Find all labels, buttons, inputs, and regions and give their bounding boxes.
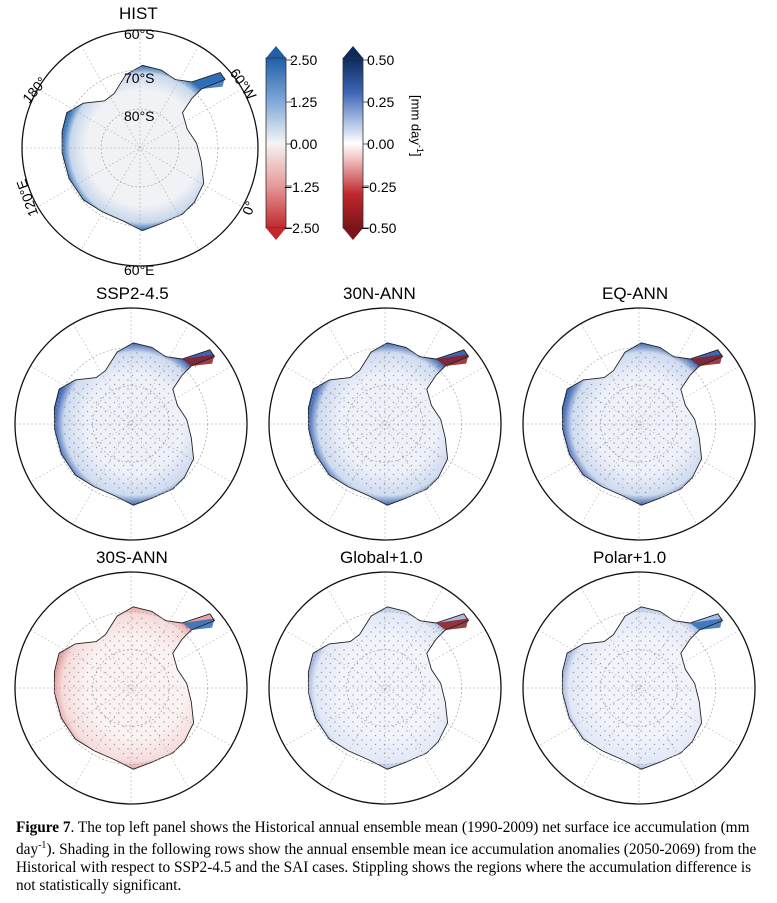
polar-map-panels	[14, 29, 756, 805]
map-glob-boundary	[268, 571, 502, 805]
colorbar-units: [mm day-1]	[408, 95, 425, 157]
right-colorbar-top-arrow	[343, 46, 363, 58]
map-s30-meridian-5	[30, 629, 232, 747]
left-cbar-tick-3: −1.25	[284, 179, 320, 195]
right-cbar-tick-3: −0.25	[361, 179, 397, 195]
map-s30-peninsula	[182, 618, 215, 630]
hist-label-60e: 60°E	[124, 262, 155, 278]
left-colorbar-bar	[265, 57, 287, 229]
right-cbar-tick-1: 0.25	[367, 94, 395, 110]
map-n30-boundary	[268, 307, 502, 541]
map-hist	[21, 29, 259, 267]
left-cbar-tick-4: −2.50	[284, 220, 320, 236]
map-glob-stipple	[316, 614, 461, 762]
map-polar	[522, 571, 756, 805]
caption-label: Figure 7	[16, 819, 71, 836]
hist-label-70s: 70°S	[124, 70, 155, 86]
map-s30-boundary	[14, 571, 248, 805]
panel-title-30s: 30S-ANN	[96, 548, 168, 567]
panel-title-global: Global+1.0	[340, 548, 423, 567]
caption-text-2: ). Shading in the following rows show th…	[16, 841, 757, 895]
map-glob	[268, 571, 502, 805]
map-eq-boundary	[522, 307, 756, 541]
panel-title-polar: Polar+1.0	[593, 548, 667, 567]
caption-sup: -1	[38, 840, 47, 851]
map-polar-coastline	[561, 606, 724, 770]
map-n30-peninsula	[436, 354, 469, 366]
map-eq-meridian-5	[538, 365, 740, 483]
map-hist-coastline	[61, 64, 226, 232]
left-cbar-tick-1: 1.25	[290, 94, 318, 110]
map-hist-boundary	[21, 29, 259, 267]
right-cbar-tick-0: 0.50	[367, 52, 395, 68]
right-cbar-tick-4: −0.50	[361, 220, 397, 236]
map-hist-peninsula	[191, 77, 225, 89]
map-polar-stipple	[570, 614, 715, 762]
panel-title-30n: 30N-ANN	[343, 284, 416, 303]
map-glob-peninsula	[436, 618, 469, 630]
left-cbar-tick-2: 0.00	[290, 136, 318, 152]
panel-title-ssp: SSP2-4.5	[96, 284, 169, 303]
map-s30-coastline	[53, 606, 216, 770]
map-ssp-peninsula	[182, 354, 215, 366]
map-n30-meridian-5	[284, 365, 486, 483]
map-ssp-meridian-5	[30, 365, 232, 483]
map-s30-meridian-4	[72, 587, 190, 789]
left-colorbar	[265, 46, 292, 240]
map-glob-meridian-5	[284, 629, 486, 747]
map-s30-meridian-2	[72, 587, 190, 789]
map-ssp-stipple	[62, 350, 207, 498]
map-ssp	[14, 307, 248, 541]
right-colorbar-bar	[342, 57, 364, 229]
right-colorbar	[342, 46, 369, 240]
map-polar-meridian-5	[538, 629, 740, 747]
panel-title-eq: EQ-ANN	[602, 284, 669, 303]
hist-label-80s: 80°S	[124, 108, 155, 124]
left-cbar-tick-0: 2.50	[290, 52, 318, 68]
map-eq-peninsula	[690, 354, 723, 366]
map-s30	[14, 571, 248, 805]
map-glob-coastline	[307, 606, 470, 770]
left-colorbar-bottom-arrow	[266, 228, 286, 240]
caption-text-1: . The top left panel shows the Historica…	[16, 819, 750, 859]
right-colorbar-bottom-arrow	[343, 228, 363, 240]
map-ssp-boundary	[14, 307, 248, 541]
map-s30-stipple	[62, 614, 207, 762]
figure-caption: Figure 7. The top left panel shows the H…	[16, 819, 764, 895]
map-eq	[522, 307, 756, 541]
left-colorbar-top-arrow	[266, 46, 286, 58]
map-polar-boundary	[522, 571, 756, 805]
map-ssp-coastline	[53, 342, 216, 506]
map-eq-stipple	[570, 350, 715, 498]
hist-label-60s: 60°S	[124, 26, 155, 42]
panel-title-hist: HIST	[119, 4, 158, 23]
map-polar-peninsula	[690, 618, 723, 630]
map-n30	[268, 307, 502, 541]
right-cbar-tick-2: 0.00	[367, 136, 395, 152]
map-eq-coastline	[561, 342, 724, 506]
map-hist-meridian-5	[37, 88, 243, 208]
map-n30-coastline	[307, 342, 470, 506]
map-n30-stipple	[316, 350, 461, 498]
